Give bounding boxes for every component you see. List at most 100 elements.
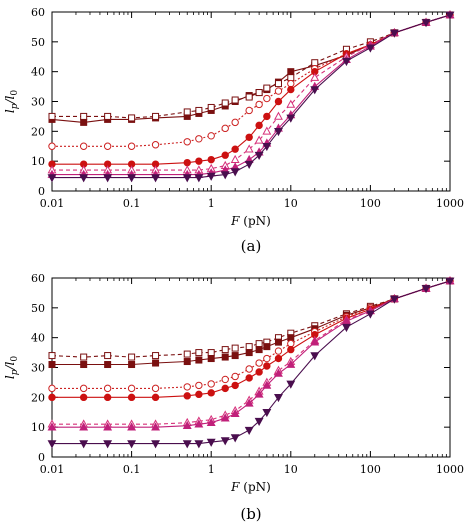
data-point: [254, 389, 264, 398]
data-point: [445, 277, 455, 286]
data-point: [231, 96, 239, 104]
data-point: [245, 106, 253, 115]
data-point: [47, 174, 57, 183]
y-tick-label: 60: [31, 272, 45, 285]
data-point: [421, 285, 431, 294]
data-point: [244, 144, 254, 153]
x-tick-label: 1000: [436, 463, 464, 476]
panel-label: (a): [241, 237, 262, 255]
data-point: [183, 158, 191, 167]
data-point: [263, 354, 271, 363]
data-point: [274, 128, 283, 137]
data-point: [263, 343, 271, 351]
data-point: [103, 393, 112, 402]
data-point: [80, 118, 88, 126]
y-axis-label: lp/l0: [3, 356, 20, 380]
y-label-l: l: [3, 109, 17, 113]
data-point: [230, 408, 240, 418]
data-point: [255, 346, 263, 354]
x-label-unit: (pN): [239, 480, 270, 494]
data-point: [194, 419, 204, 428]
data-point: [286, 99, 296, 108]
data-point: [286, 359, 296, 368]
series-3: [48, 277, 454, 393]
data-point: [48, 352, 56, 360]
data-point: [231, 381, 239, 390]
data-point: [207, 389, 215, 397]
data-point: [206, 172, 216, 181]
data-point: [48, 393, 56, 402]
data-point: [220, 413, 230, 422]
data-point: [311, 59, 319, 67]
data-point: [421, 19, 431, 28]
y-label-sub-0: 0: [10, 356, 20, 362]
x-tick-label: 0.01: [40, 197, 65, 210]
data-point: [286, 114, 296, 123]
data-point: [445, 11, 455, 20]
data-point: [310, 72, 320, 81]
data-point: [183, 350, 191, 358]
data-point: [221, 346, 229, 354]
y-tick-label: 60: [31, 6, 45, 19]
data-point: [206, 438, 216, 447]
x-tick-label: 1000: [436, 197, 464, 210]
data-point: [152, 359, 160, 367]
data-point: [274, 347, 283, 355]
data-point: [310, 352, 320, 361]
data-point: [182, 420, 192, 429]
data-point: [195, 349, 203, 357]
series-1: [48, 277, 454, 361]
data-point: [151, 141, 160, 149]
y-tick-label: 40: [31, 66, 45, 79]
data-point: [244, 160, 254, 169]
data-point: [127, 384, 136, 393]
x-tick-label: 0.1: [123, 463, 141, 476]
data-point: [310, 337, 320, 346]
data-point: [287, 345, 295, 354]
data-point: [151, 174, 161, 183]
y-tick-label: 10: [31, 421, 45, 434]
data-point: [127, 174, 137, 183]
x-label-var: F: [230, 480, 240, 494]
data-point: [274, 80, 282, 88]
data-point: [221, 99, 229, 107]
x-tick-label: 100: [360, 197, 381, 210]
y-tick-label: 20: [31, 391, 45, 404]
data-point: [80, 361, 88, 369]
data-point: [262, 380, 272, 389]
data-point: [255, 368, 263, 376]
data-point: [48, 112, 56, 120]
data-point: [207, 355, 215, 363]
data-point: [255, 100, 263, 109]
data-point: [151, 384, 160, 393]
x-label-unit: (pN): [239, 214, 270, 228]
data-point: [231, 344, 239, 352]
data-point: [262, 408, 272, 418]
data-point: [287, 334, 295, 342]
data-point: [220, 171, 230, 180]
data-point: [195, 390, 203, 399]
data-point: [221, 124, 229, 133]
data-point: [263, 362, 271, 370]
data-point: [80, 112, 88, 120]
data-point: [254, 151, 264, 161]
series-line: [51, 14, 451, 123]
x-tick-label: 100: [360, 463, 381, 476]
data-point: [103, 422, 113, 431]
data-point: [127, 142, 136, 150]
x-tick-label: 0.1: [123, 197, 141, 210]
data-point: [221, 151, 229, 159]
data-point: [127, 440, 137, 449]
data-point: [245, 93, 253, 101]
data-point: [231, 145, 239, 153]
y-label-sub-0: 0: [10, 90, 20, 96]
data-point: [182, 440, 192, 449]
data-point: [206, 417, 216, 426]
data-point: [245, 133, 253, 142]
data-point: [287, 68, 295, 76]
data-point: [262, 126, 272, 135]
data-point: [127, 393, 136, 402]
data-point: [254, 417, 264, 427]
data-point: [194, 174, 204, 183]
data-point: [183, 138, 191, 146]
